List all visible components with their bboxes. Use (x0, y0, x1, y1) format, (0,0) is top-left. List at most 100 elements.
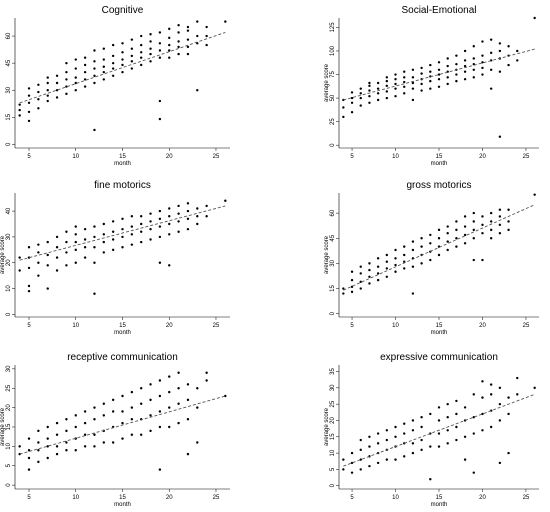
data-point (93, 246, 96, 249)
data-point (130, 406, 134, 409)
data-point (350, 111, 354, 114)
data-point (83, 238, 87, 241)
data-point (93, 74, 96, 77)
data-point (489, 51, 493, 55)
data-point (350, 451, 354, 455)
data-point (111, 398, 115, 402)
data-point (472, 68, 475, 72)
data-point (205, 379, 208, 382)
data-point (481, 223, 484, 227)
trend-line (19, 395, 226, 455)
data-point (149, 52, 152, 56)
data-point (205, 371, 208, 374)
chart-title: receptive communication (67, 352, 178, 363)
data-point (149, 238, 152, 241)
data-point (368, 445, 371, 448)
data-point (93, 235, 96, 239)
data-point (177, 52, 180, 56)
data-point (376, 257, 380, 260)
data-point (394, 425, 397, 429)
data-point (411, 98, 415, 102)
data-point (65, 92, 68, 96)
data-point (446, 57, 449, 60)
data-point (27, 87, 31, 90)
data-point (177, 40, 180, 43)
data-point (342, 115, 345, 119)
data-point (429, 258, 432, 262)
data-point (472, 393, 475, 396)
x-axis-label: month (114, 502, 131, 508)
data-point (472, 220, 475, 223)
data-point (65, 251, 68, 254)
data-point (46, 456, 49, 460)
data-point (158, 217, 162, 221)
data-point (385, 267, 389, 270)
data-point (385, 84, 389, 88)
data-point (93, 128, 96, 132)
y-tick-label: 0 (330, 483, 336, 487)
data-point (463, 233, 467, 237)
data-point (429, 478, 432, 481)
data-point (472, 57, 475, 60)
data-point (93, 49, 96, 52)
data-point (158, 117, 162, 121)
data-point (177, 24, 180, 27)
data-point (350, 270, 354, 273)
data-point (205, 25, 208, 29)
chart-title: gross motorics (406, 180, 471, 191)
data-point (37, 460, 40, 464)
data-point (350, 471, 354, 474)
y-axis-label: average score (0, 235, 6, 274)
data-point (130, 215, 134, 218)
data-point (368, 262, 371, 265)
x-tick-label: 20 (479, 323, 486, 329)
data-point (420, 425, 423, 429)
x-tick-label: 25 (213, 154, 220, 160)
data-point (102, 402, 106, 405)
data-point (385, 90, 389, 93)
data-point (186, 227, 190, 231)
data-point (65, 418, 68, 421)
data-point (463, 458, 467, 461)
data-point (472, 471, 475, 474)
data-point (359, 265, 362, 268)
data-point (498, 386, 502, 390)
data-point (93, 292, 96, 295)
y-tick-label: 0 (6, 483, 12, 487)
trend-line (19, 205, 226, 261)
data-point (121, 394, 124, 398)
data-point (472, 228, 475, 232)
data-point (481, 54, 484, 57)
data-point (429, 412, 432, 416)
y-tick-label: 35 (330, 368, 336, 375)
data-point (368, 84, 371, 88)
data-point (342, 292, 345, 295)
data-point (18, 445, 21, 448)
data-point (498, 461, 502, 465)
data-point (74, 225, 77, 228)
data-point (342, 287, 345, 290)
data-point (37, 274, 40, 277)
data-point (420, 72, 423, 75)
data-point (158, 49, 162, 52)
data-point (83, 410, 87, 413)
data-point (385, 458, 389, 461)
data-point (368, 94, 371, 98)
data-point (446, 64, 449, 68)
data-point (27, 468, 31, 471)
data-point (37, 83, 40, 87)
data-point (463, 59, 467, 62)
y-tick-label: 20 (6, 404, 12, 411)
data-point (93, 60, 96, 63)
data-point (463, 70, 467, 73)
data-point (93, 261, 96, 264)
data-point (74, 233, 77, 236)
data-point (158, 42, 162, 45)
data-point (46, 264, 49, 267)
data-point (376, 81, 380, 85)
data-point (111, 441, 115, 444)
x-axis-label: month (431, 161, 448, 167)
y-tick-label: 20 (330, 416, 336, 423)
data-point (139, 433, 143, 436)
data-point (27, 437, 31, 440)
